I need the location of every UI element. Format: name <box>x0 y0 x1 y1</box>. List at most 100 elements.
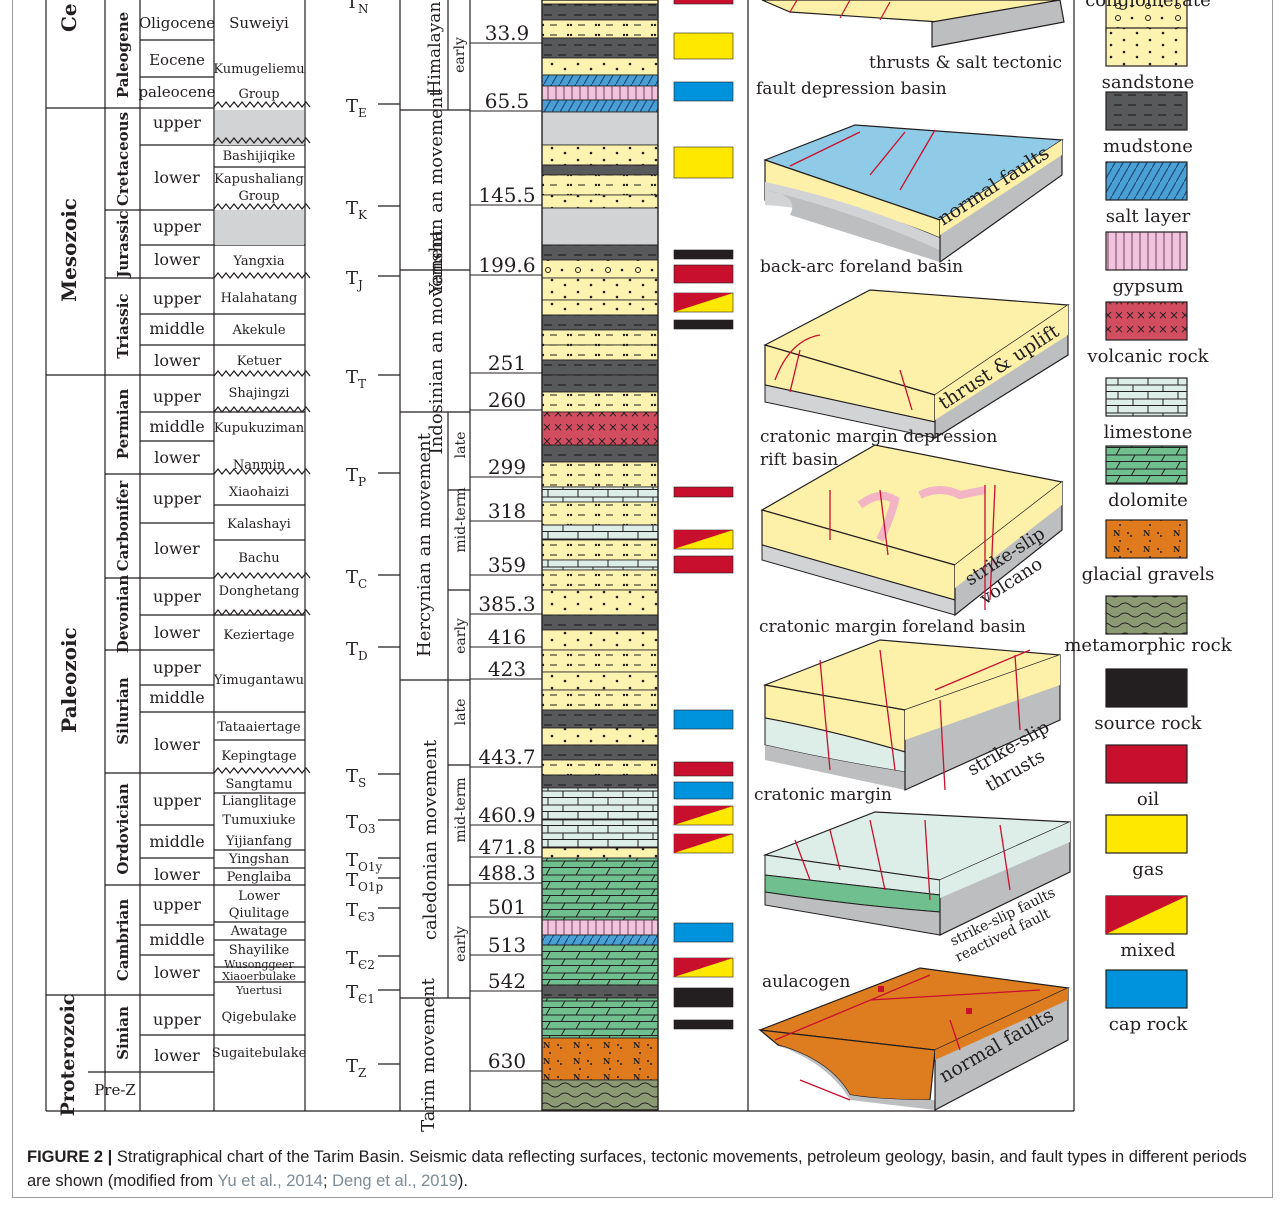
age-label: 299 <box>488 455 526 479</box>
lithology-layer <box>541 207 659 246</box>
lithology-layer <box>541 1037 659 1081</box>
petroleum-marker-source <box>673 987 734 1008</box>
legend-swatch <box>1105 161 1188 201</box>
movement-phase-label: mid-term <box>453 487 469 552</box>
legend-item: cap rock <box>1105 969 1188 1035</box>
lithology-layer <box>541 344 659 361</box>
lithology-layer <box>541 1079 659 1111</box>
age-label: 145.5 <box>478 183 535 207</box>
legend-label: glacial gravels <box>1082 564 1215 585</box>
lithology-layer <box>541 194 659 209</box>
petroleum-marker-mixed <box>673 292 734 313</box>
lithology-layer <box>541 759 659 776</box>
basin-annotation: thrusts & salt tectonic <box>869 53 1062 73</box>
age-label: 471.8 <box>478 835 535 859</box>
age-label: 359 <box>488 553 526 577</box>
epoch-label: lower <box>154 735 200 754</box>
figure-label: FIGURE 2 | <box>27 1148 113 1166</box>
legend-item: oil <box>1105 744 1188 810</box>
legend-label: limestone <box>1104 422 1193 443</box>
petroleum-marker-gas <box>673 146 734 179</box>
formation-label: Kupukuziman <box>214 421 305 436</box>
age-label: 630 <box>488 1049 526 1073</box>
formation-label: Nanmin <box>233 458 286 473</box>
lithology-layer <box>541 391 659 413</box>
era-label-mesozoic: Mesozoic <box>57 198 81 302</box>
lithology-layer <box>541 539 659 561</box>
petroleum-marker-cap <box>673 81 734 102</box>
lithology-layer <box>541 461 659 488</box>
lithology-layer <box>541 57 659 76</box>
formation-label: Donghetang <box>219 584 300 599</box>
movement-phase-label: late <box>453 699 469 726</box>
lithology-layer <box>541 299 659 316</box>
basin-type-label: rift basin <box>760 450 838 470</box>
period-label: Ordovician <box>114 783 132 874</box>
movement-phase-label: early <box>453 926 469 962</box>
caption-separator: ; <box>322 1172 333 1190</box>
formation-label: Shayilike <box>229 943 290 958</box>
legend-item: salt layer <box>1105 161 1191 227</box>
basin-type-label: cratonic margin <box>754 785 892 805</box>
legend-swatch <box>1105 969 1188 1009</box>
legend-item: volcanic rock <box>1086 301 1210 367</box>
legend-swatch <box>1105 519 1188 559</box>
formation-label: Xiaoerbulake <box>222 970 296 983</box>
seismic-surface-label: TЄ1 <box>346 982 375 1006</box>
lithology-layer <box>541 111 659 146</box>
lithology-layer <box>541 99 659 113</box>
petroleum-marker-oil <box>673 761 734 777</box>
legend-label: conglomerate <box>1085 0 1211 11</box>
petroleum-marker-gas <box>673 32 734 60</box>
formation-label: Akekule <box>231 323 285 338</box>
movement-phase-label: early <box>453 618 469 654</box>
lithology-layer <box>541 819 659 849</box>
formation-label: Keziertage <box>224 628 295 643</box>
epoch-label: Eocene <box>149 51 205 69</box>
legend-swatch <box>1105 595 1188 635</box>
petroleum-marker-cap <box>673 709 734 730</box>
period-label: Carbonifer <box>114 480 132 572</box>
legend-label: sandstone <box>1102 72 1195 93</box>
legend-label: dolomite <box>1108 490 1188 511</box>
legend-item: gypsum <box>1105 231 1188 297</box>
seismic-surface-label: TN <box>346 0 369 16</box>
lithology-layer <box>541 629 659 651</box>
lithology-layer <box>541 164 659 176</box>
basin-type-label: cratonic margin foreland basin <box>759 617 1026 637</box>
basin-type-label: aulacogen <box>762 972 850 992</box>
epoch-label: middle <box>149 319 204 338</box>
formation-label: Bachu <box>238 551 279 566</box>
formation-label: Kapushaliang <box>214 172 304 187</box>
lithology-layer <box>541 329 659 346</box>
epoch-label: upper <box>153 289 201 308</box>
epoch-label: lower <box>154 448 200 467</box>
lithology-layer <box>541 174 659 196</box>
age-label: 416 <box>488 625 526 649</box>
seismic-surface-label: TP <box>346 465 366 489</box>
legend-item: sandstone <box>1102 27 1195 93</box>
stratigraphic-chart: ×× N <box>45 0 1233 1132</box>
formation-label: Group <box>238 189 279 204</box>
legend-swatch <box>1105 91 1188 131</box>
lithology-layer <box>541 984 659 999</box>
formation-label: Sangtamu <box>225 777 292 792</box>
caption-reference-link[interactable]: Yu et al., 2014 <box>217 1172 323 1190</box>
epoch-label: upper <box>153 895 201 914</box>
lithology-layer <box>541 671 659 691</box>
formation-label: Kepingtage <box>221 749 297 764</box>
petroleum-marker-oil <box>673 0 734 5</box>
caption-reference-link[interactable]: Deng et al., 2019 <box>332 1172 458 1190</box>
petroleum-marker-mixed <box>673 805 734 826</box>
age-label: 260 <box>488 388 526 412</box>
epoch-label: lower <box>154 250 200 269</box>
epoch-label: middle <box>149 688 204 707</box>
legend-swatch <box>1105 27 1188 67</box>
legend-item: source rock <box>1094 668 1203 734</box>
formation-label: Yingshan <box>228 852 290 867</box>
epoch-label: middle <box>149 832 204 851</box>
lithology-layer <box>541 614 659 631</box>
lithology-layer <box>541 569 659 591</box>
lithology-layer <box>541 144 659 166</box>
